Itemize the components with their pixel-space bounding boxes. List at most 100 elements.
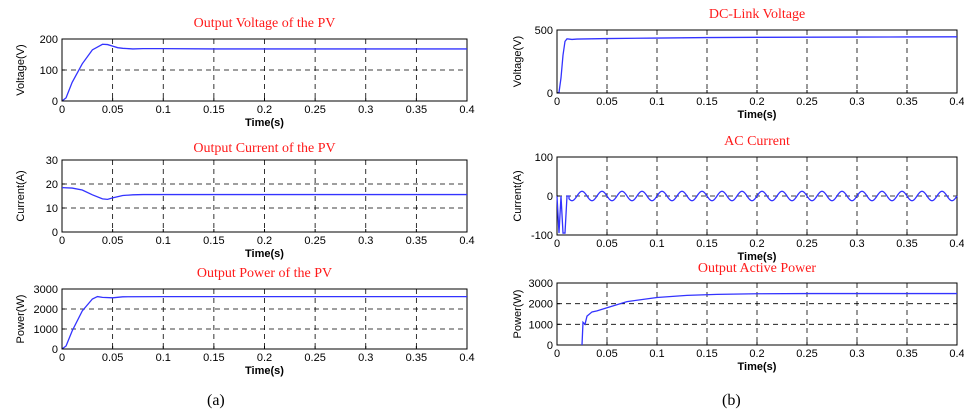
x-tick-label: 0.35: [896, 96, 917, 108]
x-tick-label: 0: [554, 96, 560, 108]
chart-6: 0 0.05 0.1 0.15 0.2 0.25 0.3 0.35 0.4 0 1000 2000 30…: [512, 261, 964, 373]
x-tick-label: 0.1: [649, 348, 664, 360]
x-tick-label: 0.05: [596, 238, 617, 250]
y-tick-label: 0: [547, 340, 553, 352]
x-tick-label: 0.35: [896, 238, 917, 250]
x-tick-label: 0.3: [849, 96, 864, 108]
x-tick-label: 0.15: [696, 96, 717, 108]
x-tick-label: 0.35: [406, 235, 427, 247]
y-axis-label: Current(A): [15, 170, 27, 221]
x-tick-label: 0.35: [406, 104, 427, 116]
x-tick-label: 0.1: [649, 238, 664, 250]
panel-label-a: (a): [207, 392, 225, 409]
x-tick-label: 0.15: [203, 352, 224, 364]
y-tick-label: 20: [46, 179, 58, 191]
y-tick-label: 30: [46, 155, 58, 167]
x-axis-label: Time(s): [738, 361, 777, 373]
y-tick-label: 0: [52, 227, 58, 239]
y-axis-label: Power(W): [15, 295, 27, 344]
series-line: [581, 292, 957, 346]
x-tick-label: 0.2: [749, 348, 764, 360]
y-tick-label: 1000: [529, 319, 553, 331]
y-tick-label: 3000: [529, 278, 553, 290]
y-tick-label: -100: [531, 230, 553, 242]
y-tick-label: 100: [535, 152, 553, 164]
y-tick-label: 0: [547, 191, 553, 203]
x-tick-label: 0.05: [596, 96, 617, 108]
x-tick-label: 0.25: [796, 238, 817, 250]
x-tick-label: 0.15: [696, 238, 717, 250]
chart-4: 0 0.05 0.1 0.15 0.2 0.25 0.3 0.35 0.4 0 500 DC-Link…: [512, 7, 964, 121]
x-tick-label: 0.2: [257, 235, 272, 247]
chart-title: AC Current: [724, 134, 790, 149]
x-tick-label: 0.2: [749, 238, 764, 250]
x-tick-label: 0.15: [203, 235, 224, 247]
chart-5: 0 0.05 0.1 0.15 0.2 0.25 0.3 0.35 0.4-1000100AC …: [512, 134, 964, 263]
x-tick-label: 0.4: [459, 235, 474, 247]
chart-1: 0 0.05 0.1 0.15 0.2 0.25 0.3 0.35 0.4 0 100 200 Outp…: [15, 16, 475, 129]
y-tick-label: 1000: [34, 324, 58, 336]
y-tick-label: 2000: [529, 299, 553, 311]
y-axis-label: Current(A): [512, 170, 524, 221]
x-tick-label: 0.35: [406, 352, 427, 364]
x-tick-label: 0.25: [304, 104, 325, 116]
x-tick-label: 0.3: [849, 238, 864, 250]
chart-3: 0 0.05 0.1 0.15 0.2 0.25 0.3 0.35 0.4 0 1000 2000 30…: [15, 266, 475, 377]
x-axis-label: Time(s): [245, 248, 284, 260]
series-line: [61, 295, 467, 350]
x-tick-label: 0.35: [896, 348, 917, 360]
series-line: [556, 36, 958, 94]
x-tick-label: 0: [554, 238, 560, 250]
x-tick-label: 0.4: [459, 352, 474, 364]
y-axis-label: Voltage(V): [512, 36, 524, 87]
x-tick-label: 0.4: [949, 238, 964, 250]
x-tick-label: 0.25: [304, 235, 325, 247]
x-tick-label: 0.1: [649, 96, 664, 108]
x-tick-label: 0.25: [304, 352, 325, 364]
chart-title: Output Power of the PV: [197, 266, 332, 281]
x-axis-label: Time(s): [245, 117, 284, 129]
panel-label-b: (b): [722, 392, 741, 409]
x-tick-label: 0.1: [156, 352, 171, 364]
x-tick-label: 0.05: [596, 348, 617, 360]
x-axis-label: Time(s): [245, 365, 284, 377]
x-tick-label: 0.3: [358, 352, 373, 364]
y-axis-label: Power(W): [512, 290, 524, 339]
x-axis-label: Time(s): [738, 109, 777, 121]
x-tick-label: 0.2: [749, 96, 764, 108]
x-axis-label: Time(s): [738, 251, 777, 263]
x-tick-label: 0.4: [459, 104, 474, 116]
x-tick-label: 0.1: [156, 104, 171, 116]
x-tick-label: 0: [554, 348, 560, 360]
x-tick-label: 0.15: [696, 348, 717, 360]
x-tick-label: 0: [59, 235, 65, 247]
x-tick-label: 0.25: [796, 348, 817, 360]
chart-2: 0 0.05 0.1 0.15 0.2 0.25 0.3 0.35 0.4 0 10 20 30 Outp…: [15, 141, 475, 260]
x-tick-label: 0: [59, 352, 65, 364]
y-tick-label: 500: [535, 25, 553, 37]
x-tick-label: 0.3: [358, 104, 373, 116]
x-tick-label: 0.4: [949, 348, 964, 360]
x-tick-label: 0.2: [257, 352, 272, 364]
y-tick-label: 100: [40, 65, 58, 77]
x-tick-label: 0.05: [102, 104, 123, 116]
y-tick-label: 2000: [34, 304, 58, 316]
chart-title: Output Voltage of the PV: [194, 16, 336, 31]
x-tick-label: 0.05: [102, 352, 123, 364]
x-tick-label: 0: [59, 104, 65, 116]
chart-title: Output Active Power: [698, 261, 817, 276]
chart-title: Output Current of the PV: [193, 141, 335, 156]
x-tick-label: 0.2: [257, 104, 272, 116]
y-tick-label: 10: [46, 203, 58, 215]
y-tick-label: 0: [547, 88, 553, 100]
x-tick-label: 0.15: [203, 104, 224, 116]
x-tick-label: 0.05: [102, 235, 123, 247]
x-tick-label: 0.3: [358, 235, 373, 247]
series-line: [61, 186, 467, 201]
x-tick-label: 0.3: [849, 348, 864, 360]
x-tick-label: 0.25: [796, 96, 817, 108]
series-line: [61, 43, 467, 102]
y-axis-label: Voltage(V): [15, 44, 27, 95]
x-tick-label: 0.1: [156, 235, 171, 247]
